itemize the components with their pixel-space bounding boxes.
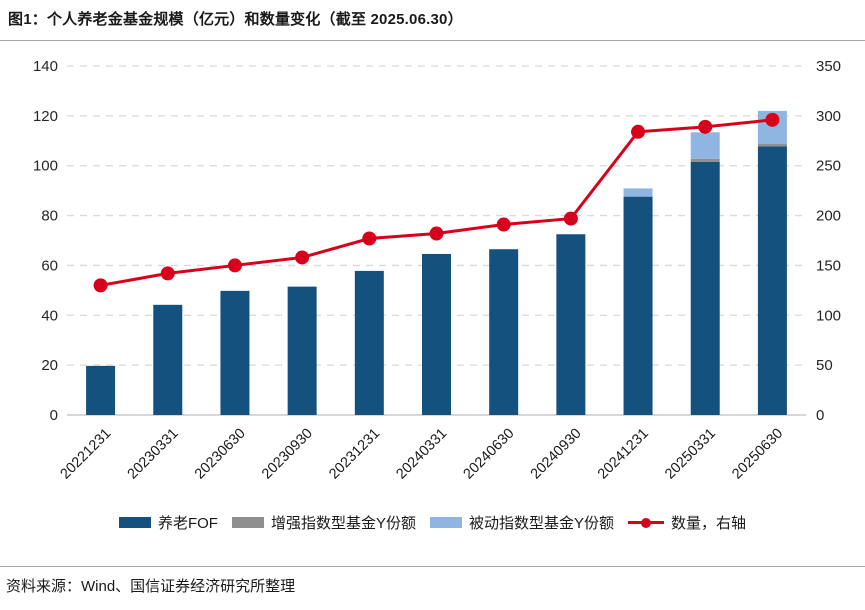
x-axis-category-label: 20250630 [729, 426, 786, 483]
legend-label: 数量，右轴 [671, 515, 747, 532]
legend-label: 养老FOF [157, 515, 218, 532]
chart-area: 0 20 40 60 80 100 120 140 0 50 100 150 200 250 300 350 2… [0, 48, 865, 510]
x-axis-category-label: 20240331 [393, 426, 450, 483]
right-axis-tick-label: 300 [816, 108, 841, 125]
count-line-marker [563, 211, 578, 226]
legend-color-swatch [118, 517, 151, 528]
legend-line-marker-icon [628, 517, 664, 528]
right-axis-tick-label: 350 [816, 58, 841, 75]
left-axis-tick-label: 40 [41, 307, 58, 324]
count-line-marker [698, 119, 713, 134]
x-axis-category-label: 20240630 [461, 426, 518, 483]
legend-item: 数量，右轴 [628, 512, 746, 533]
legend-label: 被动指数型基金Y份额 [468, 515, 614, 532]
source-divider [0, 566, 865, 567]
bar-segment [757, 144, 787, 147]
legend-item: 养老FOF [118, 512, 218, 533]
x-axis-category-label: 20230630 [192, 426, 249, 483]
chart-canvas: 0 20 40 60 80 100 120 140 0 50 100 150 200 250 300 350 2… [33, 58, 841, 483]
left-axis-tick-label: 100 [33, 158, 58, 175]
x-axis-category-label: 20250331 [662, 426, 719, 483]
left-axis-tick-label: 0 [50, 407, 58, 424]
count-line-marker [429, 226, 444, 241]
legend-color-swatch [429, 517, 462, 528]
bar-segment [556, 234, 586, 415]
right-axis-tick-label: 150 [816, 257, 841, 274]
x-axis-category-label: 20221231 [57, 426, 114, 483]
chart-legend: 养老FOF 增强指数型基金Y份额 被动指数型基金Y份额 数量，右轴 [0, 512, 865, 533]
count-line-marker [93, 278, 108, 293]
legend-label: 增强指数型基金Y份额 [270, 515, 416, 532]
bar-segment [489, 249, 519, 415]
count-line-marker [227, 258, 242, 273]
count-line-marker [160, 266, 175, 281]
legend-line-dot [641, 518, 651, 528]
count-line-marker [631, 124, 646, 139]
right-axis-tick-label: 0 [816, 407, 824, 424]
right-axis-tick-label: 200 [816, 208, 841, 225]
count-line-marker [496, 217, 511, 232]
bar-segment [690, 161, 720, 415]
title-divider [0, 40, 865, 41]
source-note: 资料来源：Wind、国信证券经济研究所整理 [6, 578, 296, 595]
bar-segment [153, 304, 183, 415]
legend-color-swatch [231, 517, 264, 528]
bar-segment [623, 188, 653, 197]
count-line-marker [295, 250, 310, 265]
right-axis-tick-label: 50 [816, 357, 833, 374]
x-axis-category-label: 20240930 [528, 426, 585, 483]
bar-segment [287, 286, 317, 415]
right-axis-tick-label: 250 [816, 158, 841, 175]
count-line-marker [362, 231, 377, 246]
right-axis-tick-label: 100 [816, 307, 841, 324]
left-axis-tick-label: 140 [33, 58, 58, 75]
bar-segment [220, 290, 250, 415]
count-line-marker [765, 112, 780, 127]
left-axis-tick-label: 120 [33, 108, 58, 125]
bar-segment [422, 253, 451, 415]
x-axis-category-label: 20230331 [125, 426, 182, 483]
x-axis-category-label: 20231231 [326, 426, 383, 483]
left-axis-tick-label: 60 [41, 257, 58, 274]
bar-segment [86, 365, 116, 415]
bar-segment [690, 132, 720, 159]
x-axis-category-label: 20230930 [259, 426, 316, 483]
x-axis-category-label: 20241231 [595, 426, 652, 483]
bar-segment [690, 158, 720, 162]
figure-title: 图1：个人养老金基金规模（亿元）和数量变化（截至 2025.06.30） [8, 11, 463, 28]
left-axis-tick-label: 20 [41, 357, 58, 374]
left-axis-tick-label: 80 [41, 208, 58, 225]
legend-item: 被动指数型基金Y份额 [429, 512, 614, 533]
legend-item: 增强指数型基金Y份额 [231, 512, 416, 533]
bar-segment [354, 270, 384, 415]
bar-segment [757, 146, 787, 415]
bar-segment [623, 196, 653, 415]
